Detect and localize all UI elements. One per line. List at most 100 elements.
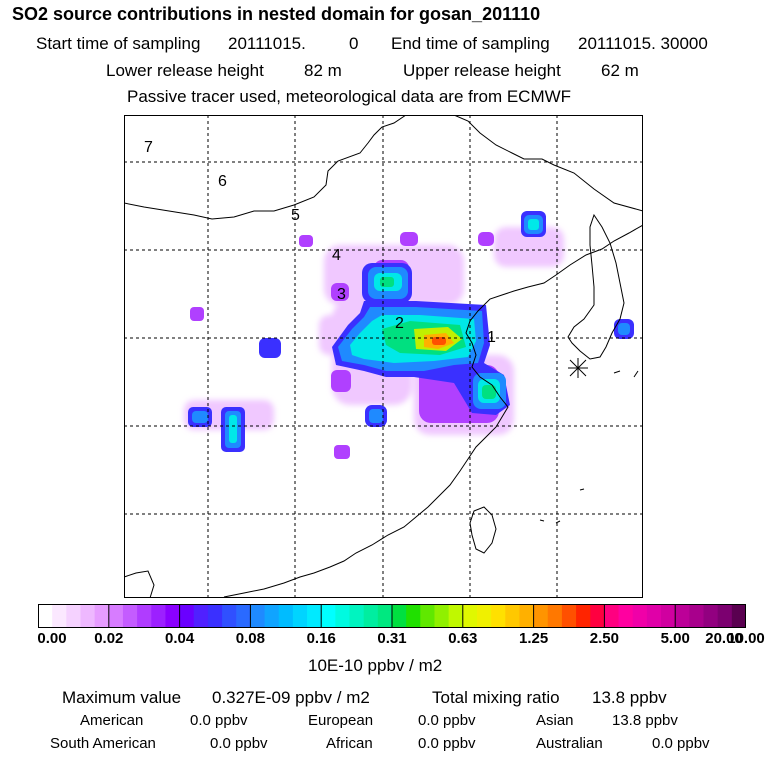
end-time-label: End time of sampling [391,34,550,53]
colorbar-swatch [363,604,379,628]
start-time-value: 20111015. [228,34,306,53]
asian-label: Asian [536,712,574,729]
colorbar [38,604,746,628]
gridlines [124,115,643,598]
max-value-label: Maximum value [62,688,182,707]
colorbar-swatch [250,604,266,628]
australian-value: 0.0 ppbv [652,735,710,752]
colorbar-swatch [137,604,152,628]
map-label-6: 6 [218,173,227,190]
colorbar-swatch [547,604,563,628]
colorbar-swatch [108,604,124,628]
colorbar-unit: 10E-10 ppbv / m2 [308,656,443,675]
colorbar-tick-label: 0.04 [164,630,195,647]
south-american-label: South American [50,735,156,752]
colorbar-tick-label: 5.00 [660,630,690,647]
colorbar-swatch [604,604,620,628]
colorbar-swatch [264,604,280,628]
african-label: African [326,735,373,752]
colorbar-swatch [278,604,294,628]
colorbar-tick-label: 0.00 [37,630,67,647]
colorbar-tick-label: 0.63 [448,630,478,647]
colorbar-tick-label: 10.00 [727,630,765,647]
end-time-value: 20111015. 30000 [578,34,708,53]
colorbar-swatch [349,604,365,628]
colorbar-swatch [590,604,605,628]
colorbar-swatch [689,604,705,628]
colorbar-swatch [236,604,251,628]
coastlines [124,115,643,598]
colorbar-tick-label: 20.00 [705,630,743,647]
map-label-5: 5 [291,207,300,224]
colorbar-tick-label: 0.08 [235,630,265,647]
colorbar-swatch [80,604,96,628]
receptor-star-icon [568,358,588,378]
colorbar-swatch [476,604,492,628]
colorbar-swatch [406,604,421,628]
colorbar-swatch [618,604,634,628]
lower-release-value: 82 m [304,61,342,80]
colorbar-swatch [207,604,223,628]
total-mixing-value: 13.8 ppbv [592,688,667,707]
map-label-2: 2 [395,315,404,332]
colorbar-swatch [731,604,746,628]
concentration-field [184,211,634,459]
colorbar-swatch [448,604,464,628]
colorbar-swatch [222,604,237,628]
page-title: SO2 source contributions in nested domai… [12,4,541,24]
colorbar-swatch [292,604,308,628]
colorbar-tick-label: 2.50 [589,630,619,647]
american-value: 0.0 ppbv [190,712,248,729]
upper-release-value: 62 m [601,61,639,80]
colorbar-swatch [434,604,450,628]
colorbar-swatch [392,604,407,628]
colorbar-tick-label: 0.02 [94,630,124,647]
colorbar-swatch [632,604,648,628]
colorbar-swatch [321,604,336,628]
colorbar-tick-label: 0.16 [306,630,336,647]
map-label-1: 1 [487,329,496,346]
upper-release-label: Upper release height [403,61,561,80]
colorbar-swatch [717,604,733,628]
map-label-3: 3 [337,286,346,303]
map-label-7: 7 [144,139,153,156]
lower-release-label: Lower release height [106,61,264,80]
colorbar-swatch [561,604,577,628]
african-value: 0.0 ppbv [418,735,476,752]
colorbar-swatch [151,604,166,628]
colorbar-swatch [335,604,351,628]
colorbar-swatch [179,604,195,628]
colorbar-swatch [38,604,53,628]
start-time-hour: 0 [349,34,359,53]
colorbar-swatch [533,604,549,628]
european-value: 0.0 ppbv [418,712,476,729]
colorbar-swatch [462,604,478,628]
american-label: American [80,712,144,729]
colorbar-swatch [505,604,520,628]
colorbar-swatch [377,604,393,628]
colorbar-swatch [646,604,662,628]
south-american-value: 0.0 ppbv [210,735,268,752]
colorbar-swatch [661,604,676,628]
colorbar-swatch [94,604,110,628]
asian-value: 13.8 ppbv [612,712,678,729]
european-label: European [308,712,374,729]
colorbar-swatch [675,604,690,628]
colorbar-swatch [122,604,138,628]
tracer-note: Passive tracer used, meteorological data… [127,87,572,106]
colorbar-swatch [576,604,591,628]
start-time-label: Start time of sampling [36,34,201,53]
map-label-4: 4 [332,247,341,264]
colorbar-swatch [703,604,719,628]
colorbar-tick-label: 1.25 [518,630,549,647]
total-mixing-label: Total mixing ratio [432,688,560,707]
colorbar-swatch [165,604,181,628]
colorbar-swatch [66,604,81,628]
colorbar-swatch [420,604,435,628]
australian-label: Australian [536,735,603,752]
colorbar-swatch [519,604,535,628]
colorbar-tick-label: 0.31 [377,630,407,647]
colorbar-swatch [307,604,322,628]
max-value: 0.327E-09 ppbv / m2 [212,688,370,707]
colorbar-swatch [193,604,209,628]
